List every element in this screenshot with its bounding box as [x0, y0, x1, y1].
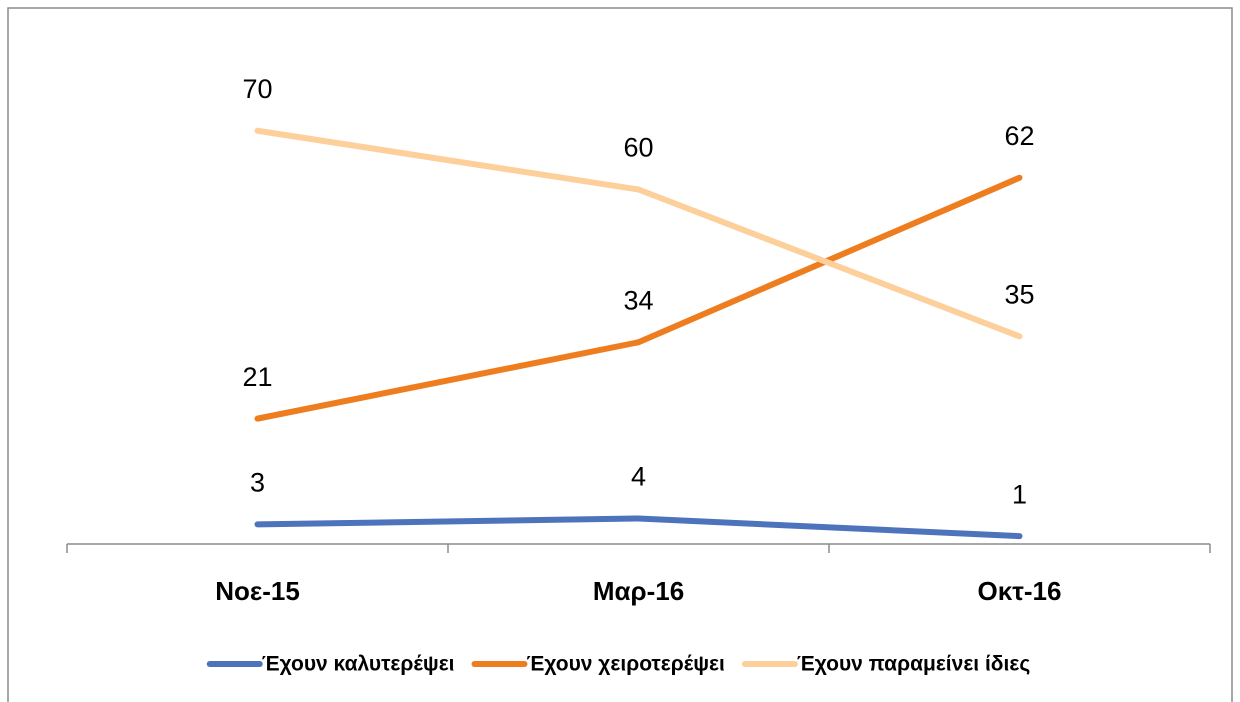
chart-frame [7, 7, 1233, 702]
legend-item: Έχουν χειροτερέψει [471, 653, 726, 676]
legend-label: Έχουν χειροτερέψει [527, 653, 726, 676]
data-label: 21 [242, 362, 272, 392]
series-line [254, 174, 1023, 422]
legend-label: Έχουν καλυτερέψει [262, 653, 455, 676]
x-tick-label: Νοε-15 [215, 576, 300, 606]
data-label: 4 [631, 462, 646, 492]
series-line [254, 515, 1023, 540]
data-label: 3 [250, 468, 265, 498]
data-label: 70 [242, 74, 272, 104]
data-label: 35 [1004, 280, 1034, 310]
legend-label: Έχουν παραμείνει ίδιες [797, 653, 1030, 676]
x-tick-label: Οκτ-16 [978, 576, 1062, 606]
series-line [254, 127, 1023, 340]
x-tick-label: Μαρ-16 [593, 576, 684, 606]
legend-item: Έχουν καλυτερέψει [206, 653, 455, 676]
legend-item: Έχουν παραμείνει ίδιες [741, 653, 1030, 676]
data-label: 62 [1004, 121, 1034, 151]
data-label: 1 [1012, 479, 1027, 509]
data-label: 60 [623, 133, 653, 163]
data-label: 34 [623, 285, 653, 315]
